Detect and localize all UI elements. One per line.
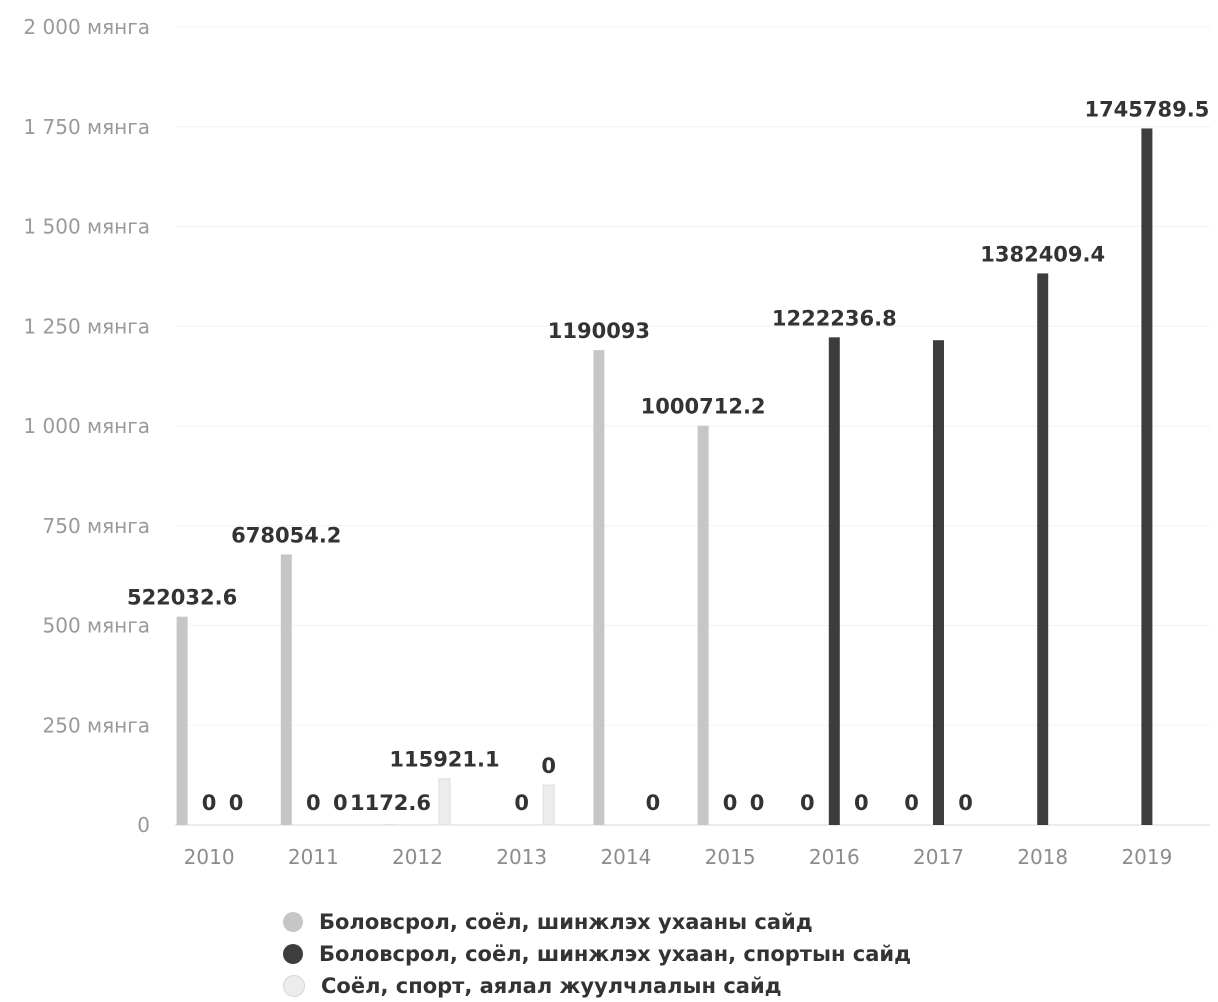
x-tick-label: 2018 [1017, 845, 1068, 869]
data-label: 0 [723, 791, 738, 815]
y-tick-label: 0 [137, 813, 150, 837]
x-tick-label: 2013 [496, 845, 547, 869]
y-tick-label: 1 500 мянга [23, 215, 150, 239]
data-label: 1382409.4 [980, 242, 1105, 266]
data-label: 0 [750, 791, 765, 815]
bar[interactable] [543, 785, 554, 825]
x-tick-label: 2010 [184, 845, 235, 869]
x-tick-label: 2017 [913, 845, 964, 869]
data-label: 0 [854, 791, 869, 815]
data-label: 115921.1 [389, 748, 499, 772]
legend-item[interactable]: Соёл, спорт, аялал жуулчлалын сайд [283, 970, 1083, 1002]
data-label: 0 [514, 791, 529, 815]
legend-marker-icon [283, 944, 303, 964]
data-label: 0 [800, 791, 815, 815]
data-label: 0 [541, 754, 556, 778]
data-label: 678054.2 [231, 523, 341, 547]
data-label: 1172.6 [350, 791, 431, 815]
bar[interactable] [1141, 128, 1152, 825]
legend-label: Боловсрол, соёл, шинжлэх ухаан, спортын … [319, 942, 911, 966]
x-tick-label: 2014 [600, 845, 651, 869]
y-tick-label: 1 750 мянга [23, 115, 150, 139]
bar[interactable] [933, 340, 944, 825]
y-tick-label: 1 250 мянга [23, 314, 150, 338]
x-tick-label: 2015 [705, 845, 756, 869]
data-label: 0 [958, 791, 973, 815]
x-tick-label: 2012 [392, 845, 443, 869]
legend-marker-icon [283, 912, 303, 932]
y-tick-label: 1 000 мянга [23, 414, 150, 438]
data-label: 0 [229, 791, 244, 815]
data-label: 1000712.2 [641, 395, 766, 419]
y-tick-label: 2 000 мянга [23, 15, 150, 39]
data-label: 0 [646, 791, 661, 815]
data-label: 0 [904, 791, 919, 815]
data-label: 1745789.5 [1084, 97, 1209, 121]
legend-item[interactable]: Боловсрол, соёл, шинжлэх ухааны сайд [283, 906, 1083, 938]
bar[interactable] [177, 617, 188, 825]
bar[interactable] [281, 554, 292, 825]
legend: Боловсрол, соёл, шинжлэх ухааны сайд Бол… [283, 906, 1083, 1002]
bar[interactable] [593, 350, 604, 825]
data-label: 522032.6 [127, 586, 237, 610]
bar[interactable] [439, 779, 450, 825]
bar[interactable] [698, 426, 709, 825]
legend-label: Боловсрол, соёл, шинжлэх ухааны сайд [319, 910, 813, 934]
data-label: 0 [333, 791, 348, 815]
data-label: 0 [306, 791, 321, 815]
data-label: 1222236.8 [772, 306, 897, 330]
y-tick-label: 500 мянга [43, 614, 151, 638]
data-label: 0 [202, 791, 217, 815]
x-tick-label: 2019 [1121, 845, 1172, 869]
legend-label: Соёл, спорт, аялал жуулчлалын сайд [321, 974, 782, 998]
x-tick-label: 2016 [809, 845, 860, 869]
legend-item[interactable]: Боловсрол, соёл, шинжлэх ухаан, спортын … [283, 938, 1083, 970]
legend-marker-icon [283, 975, 305, 997]
y-tick-label: 750 мянга [43, 514, 151, 538]
bar[interactable] [829, 337, 840, 825]
y-tick-label: 250 мянга [43, 713, 151, 737]
x-tick-label: 2011 [288, 845, 339, 869]
data-label: 1190093 [548, 319, 650, 343]
bar[interactable] [1037, 273, 1048, 825]
